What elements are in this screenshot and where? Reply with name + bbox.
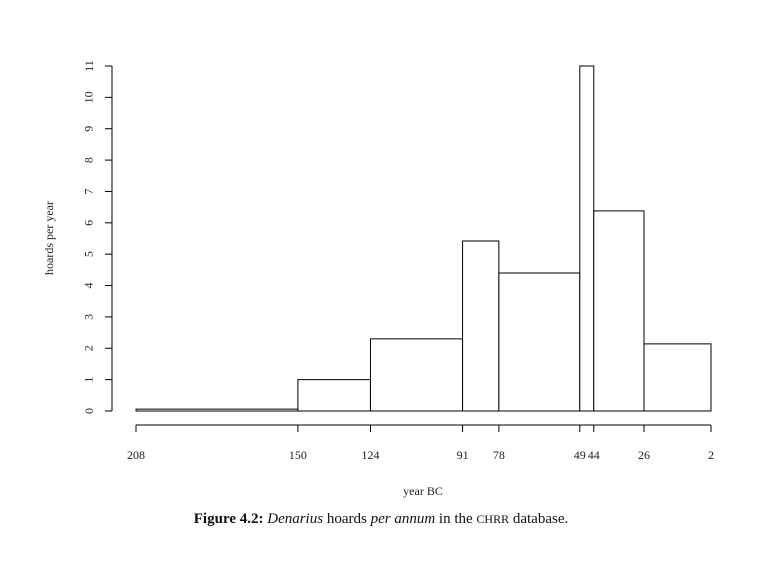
bar: [579, 65, 595, 412]
bar: [297, 379, 371, 412]
bar: [643, 343, 712, 412]
y-tick-label: 5: [82, 251, 96, 257]
x-tick-label: 124: [361, 448, 379, 462]
caption-text: CHRR: [476, 512, 510, 526]
y-tick-label: 0: [82, 408, 96, 414]
bar: [135, 408, 299, 412]
x-tick-label: 208: [127, 448, 145, 462]
y-tick-label: 8: [82, 157, 96, 163]
x-axis-label: year BC: [403, 484, 443, 498]
y-tick-label: 4: [82, 283, 96, 289]
x-tick-label: 150: [289, 448, 307, 462]
bar: [498, 272, 581, 412]
x-tick-label: 49: [574, 448, 586, 462]
x-tick-label: 26: [638, 448, 650, 462]
x-tick-label: 2: [708, 448, 714, 462]
x-tick-label: 91: [457, 448, 469, 462]
x-tick-label: 78: [493, 448, 505, 462]
caption: Figure 4.2: Denarius hoards per annum in…: [0, 511, 762, 528]
caption-text: database.: [512, 511, 569, 527]
y-tick-label: 6: [82, 220, 96, 226]
chart: year BC hoards per year 0123456789101120…: [42, 60, 714, 498]
y-tick-label: 9: [82, 126, 96, 132]
caption-text: Denarius: [267, 511, 324, 527]
bar: [593, 210, 645, 412]
bar: [462, 240, 500, 412]
caption-label: Figure 4.2:: [193, 511, 264, 527]
caption-text: hoards: [326, 511, 367, 527]
y-axis-label: hoards per year: [42, 201, 56, 275]
y-tick-label: 11: [82, 60, 96, 72]
y-tick-label: 10: [82, 91, 96, 103]
caption-text: in the: [438, 511, 473, 527]
x-tick-label: 44: [588, 448, 600, 462]
y-tick-label: 7: [82, 188, 96, 194]
bar: [369, 338, 464, 412]
y-tick-label: 1: [82, 377, 96, 383]
y-tick-label: 2: [82, 345, 96, 351]
caption-text: per annum: [370, 511, 436, 527]
y-tick-label: 3: [82, 314, 96, 320]
